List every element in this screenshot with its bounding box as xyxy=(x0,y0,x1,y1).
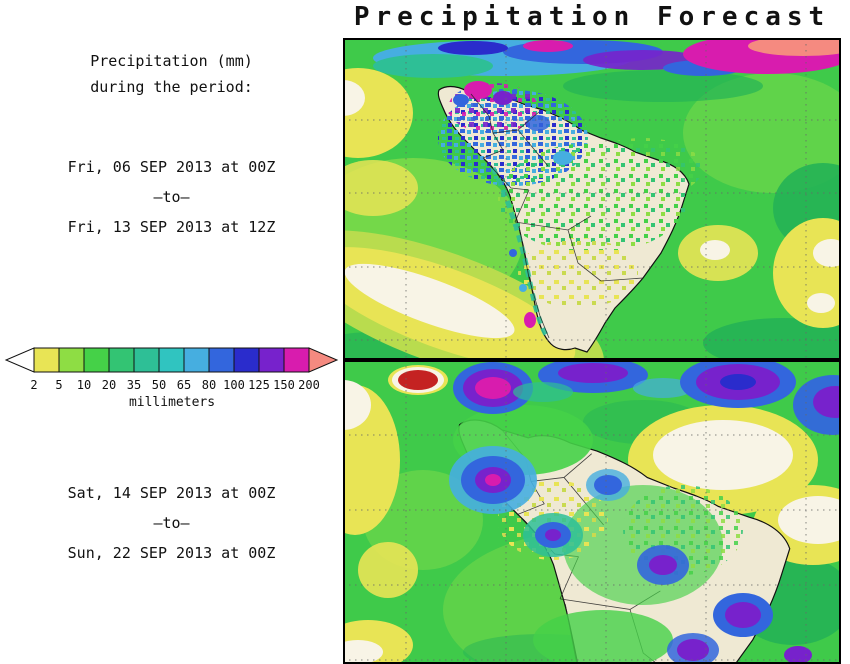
period-1-separator: –to– xyxy=(153,188,190,206)
map-border xyxy=(343,38,841,360)
legend-color-box xyxy=(258,347,285,373)
legend-overflow-arrow xyxy=(308,347,339,373)
legend-tick-label: 100 xyxy=(223,378,245,392)
legend-color-box xyxy=(83,347,110,373)
period-1-label: Fri, 06 SEP 2013 at 00Z –to– Fri, 13 SEP… xyxy=(0,152,343,242)
legend-tick-label: 35 xyxy=(127,378,141,392)
legend-tick-label: 200 xyxy=(298,378,320,392)
legend-tick-label: 10 xyxy=(77,378,91,392)
color-scale-legend: 2 5 10 20 35 50 65 80 100 125 150 200 mi… xyxy=(2,344,342,414)
legend-color-box xyxy=(158,347,185,373)
legend-color-box xyxy=(233,347,260,373)
page-title: Precipitation Forecast xyxy=(353,2,831,32)
country-borders xyxy=(470,93,644,339)
legend-tick-label: 80 xyxy=(202,378,216,392)
legend-heading: Precipitation (mm) during the period: xyxy=(0,48,343,100)
legend-underflow-arrow xyxy=(4,347,35,373)
period-2-label: Sat, 14 SEP 2013 at 00Z –to– Sun, 22 SEP… xyxy=(0,478,343,568)
precip-map-week2-svg xyxy=(343,360,841,664)
legend-tick-label: 2 xyxy=(30,378,37,392)
legend-tick-label: 125 xyxy=(248,378,270,392)
legend-color-boxes xyxy=(33,347,310,373)
legend-color-box xyxy=(33,347,60,373)
period-1-start: Fri, 06 SEP 2013 at 00Z xyxy=(67,158,276,176)
legend-color-box xyxy=(108,347,135,373)
legend-color-box xyxy=(133,347,160,373)
legend-heading-line1: Precipitation (mm) xyxy=(90,52,253,70)
precip-map-week1-svg xyxy=(343,38,841,360)
legend-color-box xyxy=(58,347,85,373)
legend-tick-label: 5 xyxy=(55,378,62,392)
legend-tick-label: 20 xyxy=(102,378,116,392)
period-2-start: Sat, 14 SEP 2013 at 00Z xyxy=(67,484,276,502)
period-1-end: Fri, 13 SEP 2013 at 12Z xyxy=(67,218,276,236)
map-border xyxy=(343,360,841,664)
legend-tick-labels: 2 5 10 20 35 50 65 80 100 125 150 200 xyxy=(30,378,319,392)
legend-tick-label: 50 xyxy=(152,378,166,392)
legend-heading-line2: during the period: xyxy=(90,78,253,96)
period-2-separator: –to– xyxy=(153,514,190,532)
legend-color-box xyxy=(283,347,310,373)
legend-units-label: millimeters xyxy=(129,395,215,410)
period-2-end: Sun, 22 SEP 2013 at 00Z xyxy=(67,544,276,562)
legend-color-box xyxy=(183,347,210,373)
precip-map-week1 xyxy=(343,38,841,360)
color-scale-svg: 2 5 10 20 35 50 65 80 100 125 150 200 mi… xyxy=(4,347,339,410)
legend-tick-label: 65 xyxy=(177,378,191,392)
legend-color-box xyxy=(208,347,235,373)
precip-blobs xyxy=(343,38,841,360)
precip-map-week2 xyxy=(343,360,841,664)
storm-cells xyxy=(388,360,841,664)
legend-tick-label: 150 xyxy=(273,378,295,392)
